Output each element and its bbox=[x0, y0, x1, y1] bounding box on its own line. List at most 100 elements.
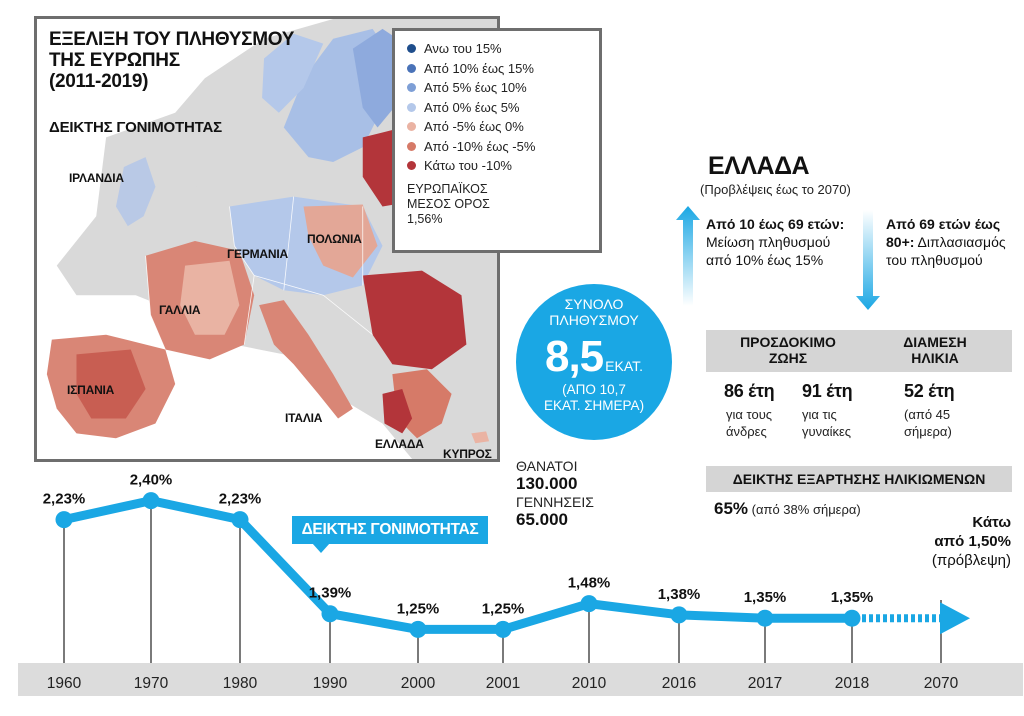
x-tick-label: 1990 bbox=[313, 675, 348, 692]
map-title-line: ΤΗΣ ΕΥΡΩΠΗΣ bbox=[49, 50, 180, 71]
chart-title: ΔΕΙΚΤΗΣ ΓΟΝΙΜΟΤΗΤΑΣ bbox=[292, 516, 488, 544]
data-label: 1,25% bbox=[397, 600, 440, 617]
population-value: 8,5 bbox=[544, 332, 604, 381]
arrow-down-icon bbox=[856, 210, 880, 310]
dependency-row: 65% (από 38% σήμερα) bbox=[714, 499, 861, 519]
eu-average: ΕΥΡΩΠΑΪΚΟΣ ΜΕΣΟΣ ΟΡΟΣ 1,56% bbox=[407, 182, 587, 227]
data-point bbox=[321, 605, 339, 623]
median-age-note: (από 45 σήμερα) bbox=[904, 406, 952, 440]
life-expectancy-header-line: ΠΡΟΣΔΟΚΙΜΟ bbox=[740, 334, 836, 350]
life-men-label: για τους άνδρες bbox=[726, 406, 772, 440]
median-age-value: 52 έτη bbox=[904, 381, 955, 401]
deaths-label: ΘΑΝΑΤΟΙ bbox=[516, 458, 578, 474]
x-tick-label: 2001 bbox=[486, 675, 520, 692]
eu-average-line: ΜΕΣΟΣ ΟΡΟΣ bbox=[407, 196, 490, 211]
data-label: 2,23% bbox=[43, 491, 86, 508]
x-tick-label: 1960 bbox=[47, 675, 82, 692]
dependency-header: ΔΕΙΚΤΗΣ ΕΞΑΡΤΗΣΗΣ ΗΛΙΚΙΩΜΕΝΩΝ bbox=[732, 471, 986, 487]
map-title-line: ΕΞΕΛΙΞΗ ΤΟΥ ΠΛΗΘΥΣΜΟΥ bbox=[49, 29, 295, 50]
data-point bbox=[409, 620, 427, 638]
legend-item: Από 0% έως 5% bbox=[407, 98, 587, 118]
median-age-header-line: ΔΙΑΜΕΣΗ bbox=[903, 334, 967, 350]
legend-swatch bbox=[407, 44, 416, 54]
greece-title: ΕΛΛΑΔΑ bbox=[708, 152, 810, 180]
legend-swatch bbox=[407, 161, 416, 171]
legend-item: Από -5% έως 0% bbox=[407, 117, 587, 137]
data-point bbox=[231, 511, 249, 529]
data-point bbox=[756, 609, 774, 627]
country-label-poland: ΠΟΛΩΝΙΑ bbox=[307, 232, 362, 246]
data-point bbox=[843, 609, 861, 627]
fertility-series-line bbox=[59, 496, 857, 634]
legend-label: Από -10% έως -5% bbox=[424, 138, 536, 154]
legend-item: Από 5% έως 10% bbox=[407, 78, 587, 98]
age-69-80-bold: Από 69 ετών έως 80+: bbox=[886, 216, 1001, 250]
dependency-value: 65% bbox=[714, 499, 749, 518]
legend-item: Κάτω του -10% bbox=[407, 156, 587, 176]
legend-label: Από 5% έως 10% bbox=[424, 80, 527, 96]
data-label: 1,48% bbox=[568, 575, 611, 592]
map-subtitle: ΔΕΙΚΤΗΣ ΓΟΝΙΜΟΤΗΤΑΣ bbox=[49, 119, 222, 136]
population-note: (ΑΠΟ 10,7 bbox=[562, 382, 626, 397]
life-men-label-line: για τους bbox=[726, 407, 773, 422]
projection-label: Κάτω από 1,50% (πρόβλεψη) bbox=[915, 513, 1011, 570]
life-expectancy-header: ΠΡΟΣΔΟΚΙΜΟ ΖΩΗΣ bbox=[718, 334, 858, 366]
data-label: 1,35% bbox=[831, 589, 874, 606]
population-circle: ΣΥΝΟΛΟ ΠΛΗΘΥΣΜΟΥ 8,5 ΕΚΑΤ. (ΑΠΟ 10,7 ΕΚΑΤ… bbox=[516, 284, 672, 440]
map-title-line: (2011-2019) bbox=[49, 71, 149, 92]
country-label-spain: ΙΣΠΑΝΙΑ bbox=[67, 383, 115, 397]
life-women-label-line: για τις bbox=[802, 407, 837, 422]
data-label: 2,23% bbox=[219, 491, 262, 508]
life-women-label: για τις γυναίκες bbox=[802, 406, 851, 440]
life-expectancy-header-line: ΖΩΗΣ bbox=[768, 350, 808, 366]
country-label-germany: ΓΕΡΜΑΝΙΑ bbox=[227, 247, 288, 261]
country-label-france: ΓΑΛΛΙΑ bbox=[159, 303, 201, 317]
arrow-up-icon bbox=[676, 206, 700, 306]
legend-swatch bbox=[407, 102, 416, 112]
country-label-greece: ΕΛΛΑΔΑ bbox=[375, 437, 424, 451]
age-10-69-desc: Μείωση πληθυσμού από 10% έως 15% bbox=[706, 234, 831, 268]
projection-line: Κάτω bbox=[972, 514, 1011, 531]
legend-item: Ανω του 15% bbox=[407, 39, 587, 59]
legend-label: Από -5% έως 0% bbox=[424, 119, 524, 135]
stats-header-bar bbox=[706, 330, 1012, 372]
projection-arrow-icon bbox=[940, 602, 970, 635]
life-women-value: 91 έτη bbox=[802, 381, 853, 401]
x-tick-label: 2017 bbox=[748, 675, 782, 692]
age-10-69-text: Από 10 έως 69 ετών: Μείωση πληθυσμού από… bbox=[706, 215, 846, 269]
median-age-header: ΔΙΑΜΕΣΗ ΗΛΙΚΙΑ bbox=[880, 334, 990, 366]
population-label: ΣΥΝΟΛΟ bbox=[564, 296, 624, 312]
eu-average-line: ΕΥΡΩΠΑΪΚΟΣ bbox=[407, 181, 488, 196]
data-point bbox=[494, 620, 512, 638]
x-tick-label: 2000 bbox=[401, 675, 436, 692]
median-age-header-line: ΗΛΙΚΙΑ bbox=[911, 350, 959, 366]
dependency-note: (από 38% σήμερα) bbox=[751, 502, 861, 517]
deaths-births: ΘΑΝΑΤΟΙ 130.000 ΓΕΝΝΗΣΕΙΣ 65.000 bbox=[516, 458, 594, 528]
map-legend: Ανω του 15% Από 10% έως 15% Από 5% έως 1… bbox=[392, 28, 602, 253]
legend-label: Ανω του 15% bbox=[424, 41, 502, 57]
x-tick-label: 2070 bbox=[924, 675, 959, 692]
europe-map-graphic bbox=[37, 19, 497, 459]
x-tick-label: 2018 bbox=[835, 675, 869, 692]
x-axis-bar bbox=[18, 663, 1023, 696]
age-10-69-bold: Από 10 έως 69 ετών: bbox=[706, 216, 845, 232]
greece-subtitle: (Προβλέψεις έως το 2070) bbox=[700, 182, 851, 197]
population-unit: ΕΚΑΤ. bbox=[605, 358, 644, 374]
legend-label: Κάτω του -10% bbox=[424, 158, 512, 174]
country-label-italy: ΙΤΑΛΙΑ bbox=[285, 411, 323, 425]
median-age-note-line: (από 45 bbox=[904, 407, 951, 422]
chart-title-pointer bbox=[312, 543, 330, 553]
median-age-note-line: σήμερα) bbox=[904, 424, 952, 439]
data-label: 1,38% bbox=[658, 586, 701, 603]
data-label: 1,39% bbox=[309, 585, 352, 602]
x-tick-label: 1980 bbox=[223, 675, 258, 692]
x-tick-label: 2016 bbox=[662, 675, 696, 692]
data-label: 2,40% bbox=[130, 472, 173, 489]
legend-swatch bbox=[407, 83, 416, 93]
map-title: ΕΞΕΛΙΞΗ ΤΟΥ ΠΛΗΘΥΣΜΟΥ ΤΗΣ ΕΥΡΩΠΗΣ (2011-… bbox=[49, 29, 294, 92]
age-69-80-desc: Διπλασιασμός του πληθυσμού bbox=[886, 234, 1006, 268]
life-women-label-line: γυναίκες bbox=[802, 424, 852, 439]
country-label-ireland: ΙΡΛΑΝΔΙΑ bbox=[69, 171, 124, 185]
births-value: 65.000 bbox=[516, 510, 568, 529]
